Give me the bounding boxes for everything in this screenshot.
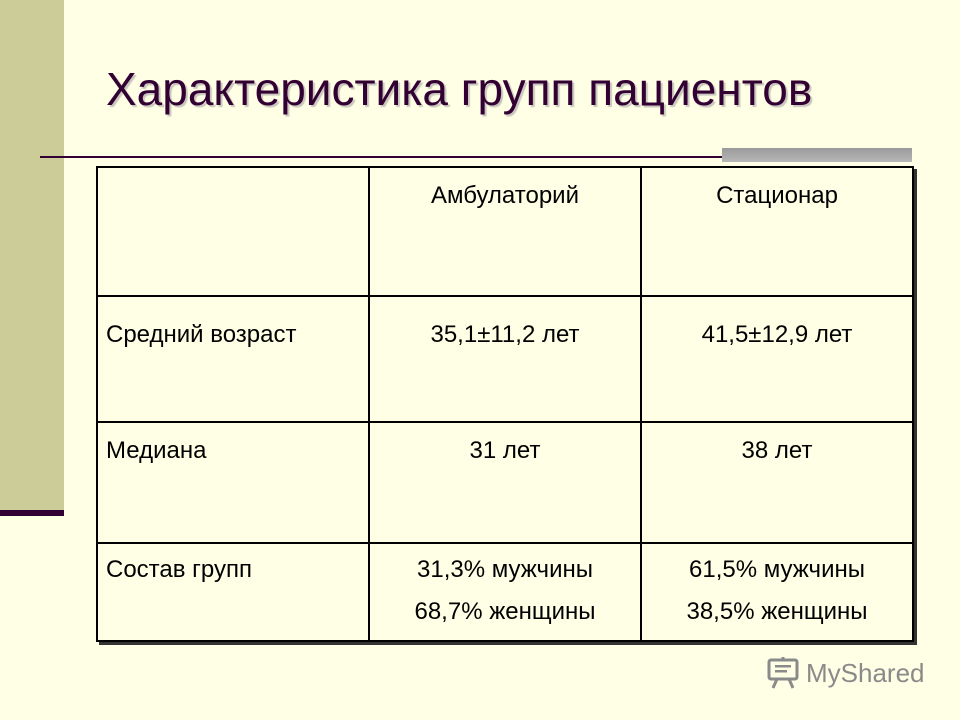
cell-median-ambulatory: 31 лет	[368, 421, 642, 544]
slide-title: Характеристика групп пациентов	[106, 63, 813, 115]
watermark-logo: MyShared	[766, 656, 925, 690]
table-row: Состав групп 31,3% мужчины 68,7% женщины…	[96, 542, 914, 642]
ambulatory-women-share: 68,7% женщины	[414, 598, 596, 625]
hospital-women-share: 38,5% женщины	[686, 598, 868, 625]
row-label-median: Медиана	[96, 421, 370, 544]
cell-mean-age-hospital: 41,5±12,9 лет	[640, 295, 914, 423]
table-corner-cell	[96, 166, 370, 297]
hospital-men-share: 61,5% мужчины	[689, 556, 865, 583]
table-header-row: Амбулаторий Стационар	[96, 166, 914, 297]
row-label-group-composition: Состав групп	[96, 542, 370, 642]
cell-composition-hospital: 61,5% мужчины 38,5% женщины	[640, 542, 914, 642]
title-underline	[40, 156, 912, 158]
table-row: Медиана 31 лет 38 лет	[96, 421, 914, 544]
column-header-hospital: Стационар	[640, 166, 914, 297]
cell-median-hospital: 38 лет	[640, 421, 914, 544]
cell-mean-age-ambulatory: 35,1±11,2 лет	[368, 295, 642, 423]
presentation-board-icon	[766, 656, 800, 690]
row-label-mean-age: Средний возраст	[96, 295, 370, 423]
decorative-side-accent	[0, 510, 64, 516]
decorative-side-bar	[0, 0, 64, 510]
table-row: Средний возраст 35,1±11,2 лет 41,5±12,9 …	[96, 295, 914, 423]
decorative-gray-bar	[722, 148, 912, 162]
cell-composition-ambulatory: 31,3% мужчины 68,7% женщины	[368, 542, 642, 642]
patient-groups-table: Амбулаторий Стационар Средний возраст 35…	[96, 166, 914, 642]
ambulatory-men-share: 31,3% мужчины	[417, 556, 593, 583]
column-header-ambulatory: Амбулаторий	[368, 166, 642, 297]
watermark-text: MyShared	[806, 657, 925, 688]
